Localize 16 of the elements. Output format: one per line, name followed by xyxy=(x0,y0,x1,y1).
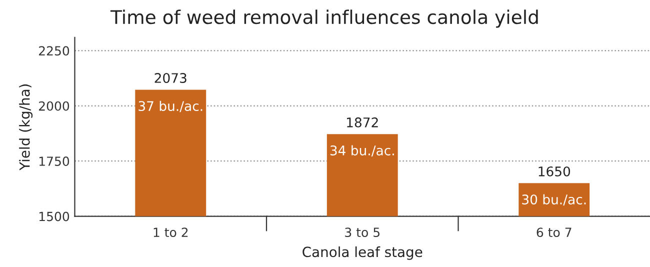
x-tick-label: 6 to 7 xyxy=(536,228,572,238)
y-tick-label: 1500 xyxy=(39,212,70,222)
annotation: 30 bu./ac. xyxy=(522,194,586,206)
data-label: 1872 xyxy=(347,117,378,128)
annotation: 37 bu./ac. xyxy=(138,100,202,112)
x-tick-label: 3 to 5 xyxy=(345,228,380,238)
x-tick-label: 1 to 2 xyxy=(154,228,188,238)
data-label: 1650 xyxy=(538,166,570,176)
chart-title: Time of weed removal influences canola yield xyxy=(110,10,538,28)
annotation: 34 bu./ac. xyxy=(330,145,394,156)
data-label: 2073 xyxy=(154,73,186,83)
y-axis-title: Yield (kg/ha) xyxy=(19,84,33,170)
y-tick-label: 1750 xyxy=(39,156,70,166)
y-tick-label: 2250 xyxy=(38,46,70,56)
y-tick-label: 2000 xyxy=(38,101,70,111)
x-axis-title: Canola leaf stage xyxy=(302,246,422,260)
